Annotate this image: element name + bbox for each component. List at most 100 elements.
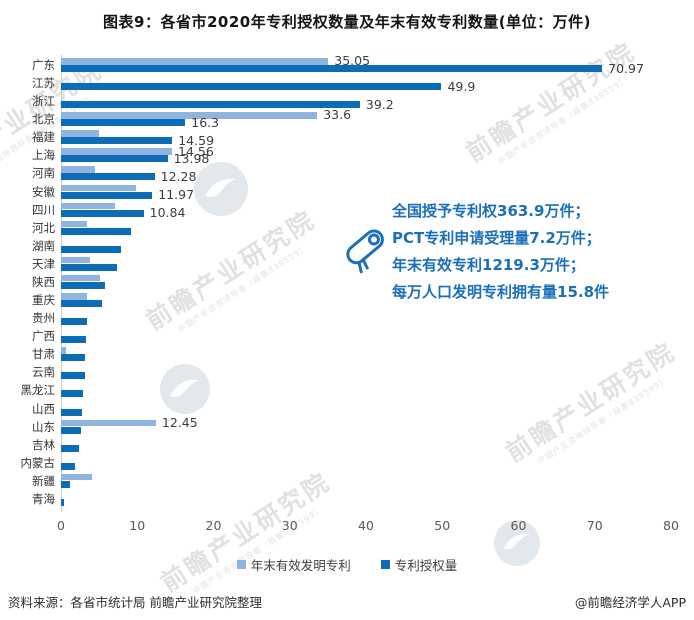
bar-granted-patents [61, 444, 79, 452]
chart-row: 黑龙江 [0, 381, 694, 399]
credit-note: @前瞻经济学人APP [574, 595, 686, 610]
patent-scroll-icon [346, 229, 384, 274]
category-label: 内蒙古 [20, 455, 56, 470]
value-label: 39.2 [365, 96, 394, 112]
category-label: 北京 [32, 112, 55, 127]
bar-granted-patents [61, 354, 85, 362]
chart-row: 天津 [0, 255, 694, 273]
category-label: 甘肃 [32, 347, 55, 362]
bar-granted-patents [61, 245, 122, 253]
chart-row: 陕西 [0, 273, 694, 291]
category-label: 山东 [32, 419, 55, 434]
chart-row: 云南 [0, 363, 694, 381]
bar-valid-patents [61, 58, 329, 65]
footer: 资料来源：各省市统计局 前瞻产业研究院整理 @前瞻经济学人APP [8, 592, 686, 611]
bar-granted-patents [61, 480, 71, 488]
category-label: 浙江 [32, 94, 55, 109]
bar-valid-patents [61, 347, 67, 354]
bar-granted-patents [61, 119, 186, 127]
value-label: 10.84 [149, 205, 186, 221]
bar-granted-patents [61, 191, 153, 199]
chart-row: 甘肃 [0, 345, 694, 363]
bar-valid-patents [61, 473, 93, 481]
category-label: 江苏 [32, 76, 55, 91]
chart-row: 安徽 11.97 [0, 183, 694, 203]
chart-row: 青海 [0, 490, 694, 508]
bar-granted-patents [61, 101, 360, 109]
bar-valid-patents [61, 256, 90, 264]
bar-granted-patents [61, 408, 82, 416]
bar-granted-patents [61, 281, 106, 289]
chart-row: 福建 14.59 [0, 128, 694, 148]
legend-swatch-dark-icon [380, 560, 390, 569]
category-label: 湖南 [32, 238, 55, 253]
category-label: 福建 [32, 130, 55, 145]
annotation-line: 年末有效专利1219.3万件； [392, 256, 585, 274]
category-label: 河南 [32, 166, 55, 181]
bar-granted-patents [61, 462, 75, 470]
bar-granted-patents [61, 155, 168, 163]
chart-row: 山西 [0, 400, 694, 418]
category-label: 吉林 [32, 437, 55, 452]
x-axis-tick: 80 [663, 518, 679, 533]
value-label: 14.56 [178, 143, 214, 159]
bar-granted-patents [61, 263, 118, 271]
value-label: 12.45 [161, 414, 198, 430]
category-label: 黑龙江 [20, 383, 56, 398]
category-label: 云南 [32, 365, 55, 380]
x-axis-tick: 0 [57, 518, 65, 533]
chart-row: 河南 12.28 [0, 164, 694, 184]
bar-granted-patents [61, 137, 173, 145]
bar-granted-patents [61, 173, 155, 181]
bar-granted-patents [61, 372, 85, 380]
x-axis-tick: 60 [510, 518, 527, 533]
chart-row: 新疆 [0, 472, 694, 490]
bar-valid-patents [61, 148, 173, 155]
chart-row: 浙江 39.2 [0, 92, 694, 112]
category-label: 天津 [32, 256, 55, 271]
value-label: 35.05 [334, 53, 371, 69]
bar-valid-patents [61, 274, 100, 282]
bar-granted-patents [61, 498, 65, 506]
category-label: 安徽 [32, 184, 55, 199]
annotation-line: 全国授予专利权363.9万件； [392, 202, 590, 220]
category-label: 贵州 [32, 311, 55, 326]
bar-valid-patents [61, 202, 116, 210]
bar-valid-patents [61, 220, 87, 228]
legend-label: 专利授权量 [394, 558, 458, 573]
chart-row: 吉林 [0, 436, 694, 454]
bar-granted-patents [61, 227, 132, 235]
bar-valid-patents [61, 184, 136, 192]
category-label: 新疆 [32, 473, 55, 488]
legend: 年末有效发明专利 专利授权量 [0, 555, 694, 574]
chart-row: 四川 10.84 [0, 201, 694, 221]
category-label: 广东 [32, 58, 55, 72]
value-label: 12.28 [160, 168, 197, 184]
bar-granted-patents [61, 300, 103, 308]
category-label: 上海 [32, 148, 55, 163]
x-axis-tick: 30 [281, 518, 298, 533]
value-label: 14.59 [178, 132, 215, 148]
bar-granted-patents [61, 65, 603, 72]
legend-label: 年末有效发明专利 [250, 558, 351, 573]
value-label: 16.3 [191, 114, 220, 130]
annotation-line: 每万人口发明专利拥有量15.8件 [392, 283, 610, 301]
value-label: 11.97 [158, 187, 195, 203]
value-label: 33.6 [323, 107, 352, 123]
category-label: 陕西 [32, 274, 55, 289]
category-label: 四川 [32, 202, 55, 217]
chart-row: 江苏 49.9 [0, 74, 694, 94]
chart-row: 广西 [0, 327, 694, 345]
chart-row: 上海 14.56 13.98 [0, 143, 694, 166]
annotation-box: 全国授予专利权363.9万件； PCT专利申请受理量7.2万件； 年末有效专利1… [392, 198, 609, 306]
chart-row: 广东 35.05 70.97 [0, 53, 694, 76]
bar-granted-patents [61, 209, 144, 217]
bar-granted-patents [61, 390, 84, 398]
chart-row: 湖南 [0, 237, 694, 255]
bar-chart: 广东 35.05 70.97 江苏 49.9 浙江 39.2 北京 33.6 16.3 福建 14.5… [0, 52, 694, 542]
category-label: 山西 [32, 401, 55, 416]
category-label: 广西 [32, 329, 55, 344]
value-label: 70.97 [608, 60, 644, 76]
value-label: 49.9 [447, 78, 476, 94]
